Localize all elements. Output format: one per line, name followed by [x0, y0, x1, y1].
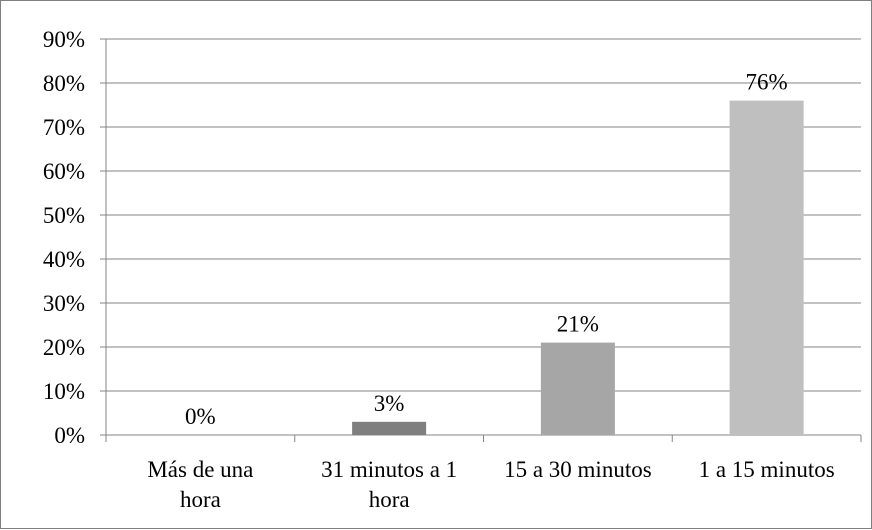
category-label: 31 minutos a 1 hora — [321, 457, 457, 512]
category-label: Más de una hora — [147, 457, 253, 512]
data-label: 76% — [746, 70, 788, 95]
y-tick-label: 10% — [43, 379, 85, 404]
category-label: 1 a 15 minutos — [699, 457, 835, 482]
category-label-line: hora — [369, 487, 410, 512]
bar — [729, 100, 804, 435]
category-label-line: 15 a 30 minutos — [504, 457, 652, 482]
y-tick-label: 40% — [43, 247, 85, 272]
y-tick-label: 80% — [43, 71, 85, 96]
category-label-line: Más de una — [147, 457, 253, 482]
y-tick-label: 50% — [43, 203, 85, 228]
data-label: 0% — [185, 404, 216, 429]
category-label: 15 a 30 minutos — [504, 457, 652, 482]
category-label-line: 1 a 15 minutos — [699, 457, 835, 482]
y-tick-label: 20% — [43, 335, 85, 360]
y-tick-label: 70% — [43, 115, 85, 140]
bar — [352, 421, 427, 435]
bar — [540, 342, 615, 435]
y-tick-label: 90% — [43, 27, 85, 52]
data-label: 21% — [557, 312, 599, 337]
y-tick-label: 0% — [54, 423, 85, 448]
category-label-line: hora — [180, 487, 221, 512]
category-label-line: 31 minutos a 1 — [321, 457, 457, 482]
y-tick-label: 60% — [43, 159, 85, 184]
data-label: 3% — [374, 391, 405, 416]
y-tick-label: 30% — [43, 291, 85, 316]
